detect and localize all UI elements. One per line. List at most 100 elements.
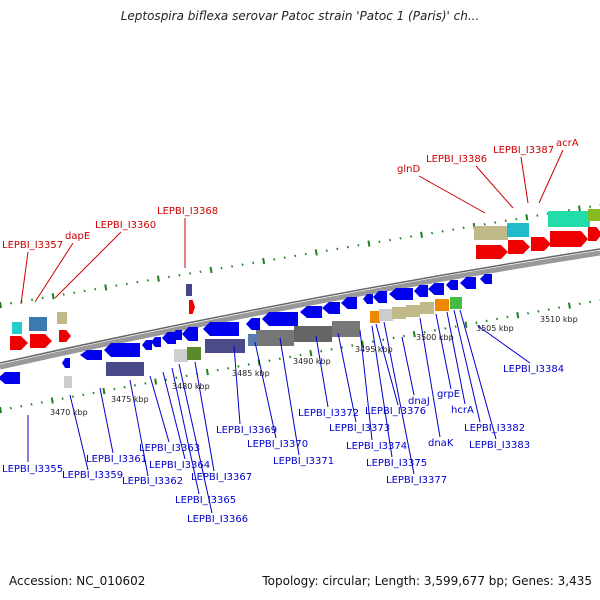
lower-tick-mark xyxy=(588,300,592,304)
gene-khaki xyxy=(392,307,406,319)
gene-label[interactable]: LEPBI_I3384 xyxy=(503,364,564,375)
leader-line xyxy=(254,341,277,439)
gene-block-slate xyxy=(205,339,245,353)
forward-gene-arrow xyxy=(508,240,530,254)
lower-tick-mark xyxy=(71,395,75,399)
gene-label[interactable]: LEPBI_I3366 xyxy=(187,514,248,525)
reverse-gene-arrow xyxy=(446,280,458,290)
gene-label[interactable]: LEPBI_I3367 xyxy=(191,472,252,483)
gene-label[interactable]: hcrA xyxy=(451,405,474,416)
reverse-gene-arrow xyxy=(62,358,70,368)
lower-tick-mark xyxy=(402,334,406,338)
lower-tick-mark xyxy=(154,378,158,385)
upper-tick-mark xyxy=(178,273,181,277)
gene-label[interactable]: LEPBI_I3374 xyxy=(346,441,407,452)
leader-line xyxy=(383,321,415,475)
gene-label[interactable]: LEPBI_I3383 xyxy=(469,440,530,451)
gene-label[interactable]: LEPBI_I3372 xyxy=(298,408,359,419)
gene-label[interactable]: dnaK xyxy=(428,438,454,449)
lower-tick-mark xyxy=(92,391,95,395)
gene-label[interactable]: LEPBI_I3371 xyxy=(273,456,334,467)
upper-tick-mark xyxy=(525,214,529,221)
leader-line xyxy=(538,149,564,204)
gene-label[interactable]: LEPBI_I3360 xyxy=(95,220,156,231)
upper-tick-mark xyxy=(199,270,202,274)
forward-gene-arrow xyxy=(189,300,195,314)
forward-gene-arrow xyxy=(476,245,508,259)
map-title: Leptospira biflexa serovar Patoc strain … xyxy=(120,9,480,23)
upper-tick-mark xyxy=(367,240,371,247)
gene-lightgrey xyxy=(379,309,393,321)
gene-label[interactable]: LEPBI_I3373 xyxy=(329,423,390,434)
scale-tick-label: 3490 kbp xyxy=(293,357,331,366)
gene-block-grey xyxy=(294,326,332,342)
leader-line xyxy=(401,336,415,396)
reverse-gene-arrow xyxy=(322,302,340,314)
scale-tick-label: 3485 kbp xyxy=(232,369,270,378)
reverse-gene-arrow xyxy=(389,288,413,300)
leader-line xyxy=(459,309,497,440)
upper-tick-mark xyxy=(83,289,86,293)
forward-gene-arrow xyxy=(588,227,600,241)
lower-tick-mark xyxy=(133,384,137,387)
upper-tick-mark xyxy=(188,272,192,275)
lower-tick-mark xyxy=(113,387,116,391)
gene-label[interactable]: glnD xyxy=(397,164,420,175)
upper-tick-mark xyxy=(494,221,497,224)
gene-label[interactable]: dnaJ xyxy=(408,396,430,407)
upper-tick-mark xyxy=(357,244,360,247)
lower-tick-mark xyxy=(433,329,437,332)
gene-label[interactable]: LEPBI_I3368 xyxy=(157,206,218,217)
gene-label[interactable]: LEPBI_I3382 xyxy=(464,423,525,434)
lower-tick-mark xyxy=(475,321,478,325)
gene-label[interactable]: LEPBI_I3386 xyxy=(426,154,487,165)
upper-tick-mark xyxy=(51,293,55,300)
gene-block-olive xyxy=(187,347,201,360)
gene-label[interactable]: LEPBI_I3362 xyxy=(122,476,183,487)
upper-tick-mark xyxy=(241,263,244,266)
lower-tick-mark xyxy=(526,311,530,315)
lower-tick-mark xyxy=(175,376,178,380)
lower-tick-mark xyxy=(237,365,240,368)
upper-tick-mark xyxy=(0,301,2,309)
leader-line xyxy=(171,367,200,495)
lower-tick-mark xyxy=(330,347,333,351)
gene-label[interactable]: LEPBI_I3355 xyxy=(2,464,63,475)
gene-label[interactable]: LEPBI_I3363 xyxy=(139,443,200,454)
gene-label[interactable]: dapE xyxy=(65,231,90,242)
gene-label[interactable]: LEPBI_I3361 xyxy=(86,454,147,465)
lower-tick-mark xyxy=(495,317,499,321)
gene-label[interactable]: LEPBI_I3376 xyxy=(365,406,426,417)
upper-tick-mark xyxy=(209,266,213,274)
lower-tick-mark xyxy=(102,387,106,395)
lower-tick-mark xyxy=(164,378,168,381)
scale-tick-label: 3495 kbp xyxy=(355,345,393,354)
leader-line xyxy=(337,332,357,423)
gene-label[interactable]: LEPBI_I3365 xyxy=(175,495,236,506)
gene-block-grey xyxy=(332,321,360,337)
gene-label[interactable]: LEPBI_I3370 xyxy=(247,439,308,450)
upper-tick-mark xyxy=(156,275,160,282)
leader-line xyxy=(435,313,452,390)
lower-tick-mark xyxy=(299,353,302,357)
gene-label[interactable]: LEPBI_I3369 xyxy=(216,425,277,436)
leader-line xyxy=(520,156,529,204)
lower-tick-mark xyxy=(506,315,509,319)
lower-tick-mark xyxy=(537,310,540,313)
gene-label[interactable]: acrA xyxy=(556,138,579,149)
gene-label[interactable]: LEPBI_I3359 xyxy=(62,470,123,481)
gene-label[interactable]: LEPBI_I3357 xyxy=(2,240,63,251)
gene-label[interactable]: LEPBI_I3375 xyxy=(366,458,427,469)
gene-label[interactable]: LEPBI_I3387 xyxy=(493,145,554,156)
scale-tick-label: 3480 kbp xyxy=(172,382,210,391)
gene-label[interactable]: grpE xyxy=(437,389,460,400)
gene-label[interactable]: LEPBI_I3377 xyxy=(386,475,447,486)
gene-label[interactable]: LEPBI_I3364 xyxy=(149,460,210,471)
upper-tick-mark xyxy=(314,249,318,256)
reverse-gene-arrow xyxy=(182,327,198,341)
upper-tick-mark xyxy=(336,247,339,251)
lower-tick-mark xyxy=(40,401,44,404)
upper-tick-mark xyxy=(94,287,97,291)
leader-line xyxy=(233,345,241,425)
lower-tick-mark xyxy=(9,406,13,410)
